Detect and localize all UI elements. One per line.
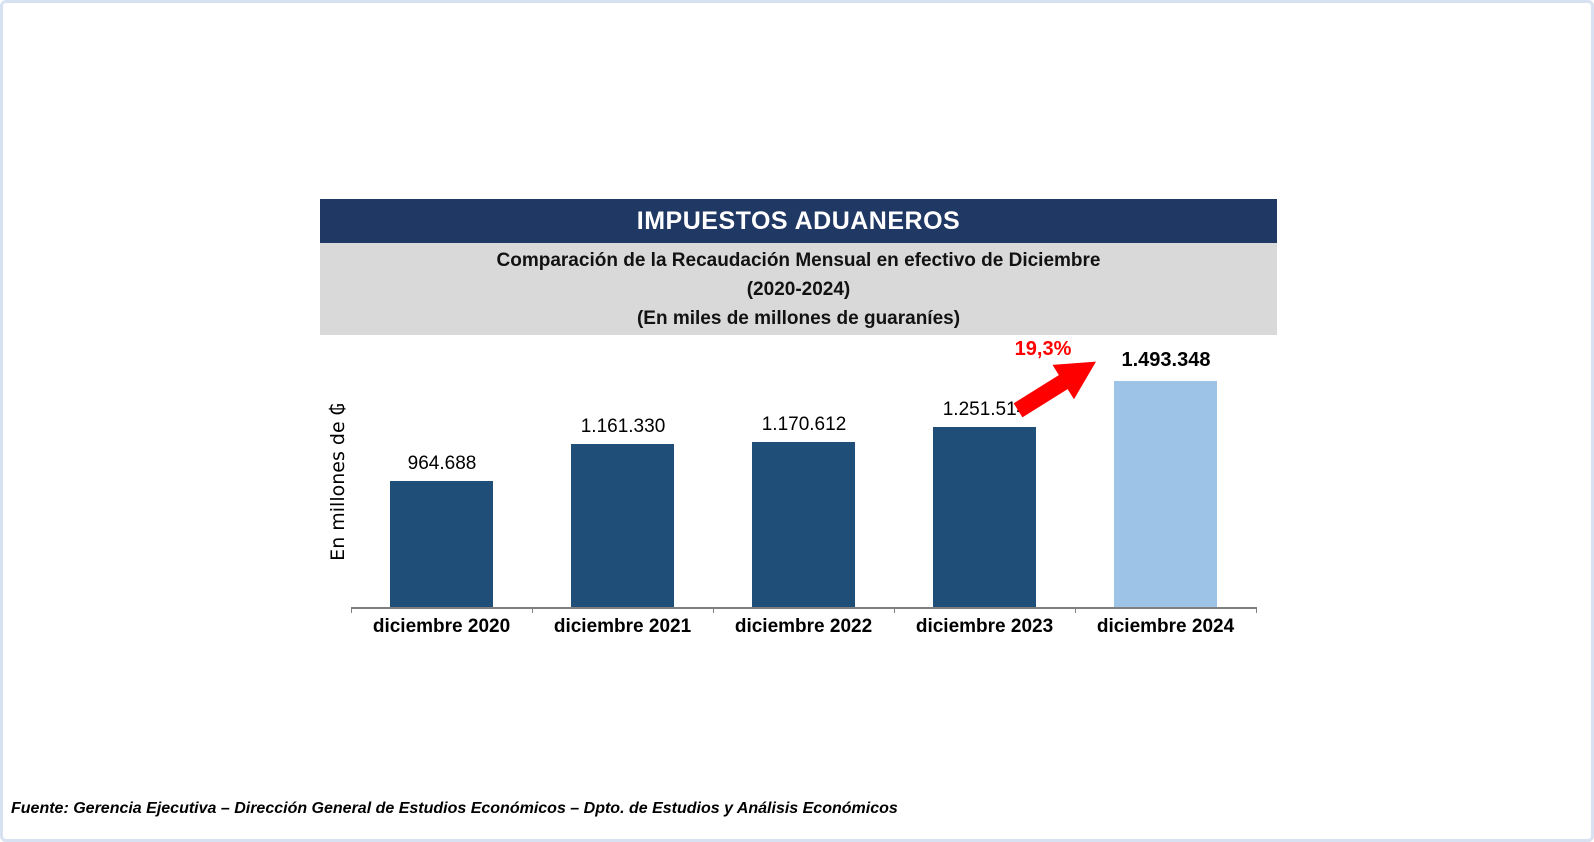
bar-diciembre-2021 <box>571 444 674 607</box>
bar-diciembre-2024 <box>1114 381 1217 607</box>
value-label-diciembre-2023: 1.251.514 <box>942 399 1028 420</box>
x-axis-tick <box>532 607 533 613</box>
bar-diciembre-2020 <box>390 481 493 607</box>
x-axis-line <box>351 607 1257 609</box>
category-label-diciembre-2023: diciembre 2023 <box>915 616 1054 637</box>
value-label-diciembre-2024: 1.493.348 <box>1121 349 1211 371</box>
x-axis-tick <box>713 607 714 613</box>
x-axis-tick <box>351 607 352 613</box>
category-label-diciembre-2021: diciembre 2021 <box>553 616 692 637</box>
source-note: Fuente: Gerencia Ejecutiva – Dirección G… <box>11 800 898 817</box>
category-label-diciembre-2024: diciembre 2024 <box>1096 616 1235 637</box>
category-label-diciembre-2020: diciembre 2020 <box>372 616 511 637</box>
chart-subtitle-line1: Comparación de la Recaudación Mensual en… <box>496 249 1101 271</box>
chart-subtitle-line2: (2020-2024) <box>746 278 851 300</box>
x-axis-tick <box>1256 607 1257 613</box>
increase-arrow-icon <box>1007 344 1107 428</box>
increase-arrow-shape <box>1013 361 1097 418</box>
chart-title: IMPUESTOS ADUANEROS <box>636 206 961 235</box>
x-axis-tick <box>894 607 895 613</box>
value-label-diciembre-2022: 1.170.612 <box>761 414 847 435</box>
value-label-diciembre-2020: 964.688 <box>407 453 477 474</box>
growth-percentage-label: 19,3% <box>1014 338 1072 360</box>
chart-title-band: IMPUESTOS ADUANEROS <box>320 199 1277 243</box>
bar-diciembre-2023 <box>933 427 1036 607</box>
chart-subtitle-band: Comparación de la Recaudación Mensual en… <box>320 243 1277 335</box>
category-label-diciembre-2022: diciembre 2022 <box>734 616 873 637</box>
value-label-diciembre-2021: 1.161.330 <box>580 416 666 437</box>
y-axis-title: En millones de ₲ <box>327 403 349 561</box>
chart-subtitle-line3: (En miles de millones de guaraníes) <box>636 307 961 329</box>
bar-diciembre-2022 <box>752 442 855 607</box>
x-axis-tick <box>1075 607 1076 613</box>
